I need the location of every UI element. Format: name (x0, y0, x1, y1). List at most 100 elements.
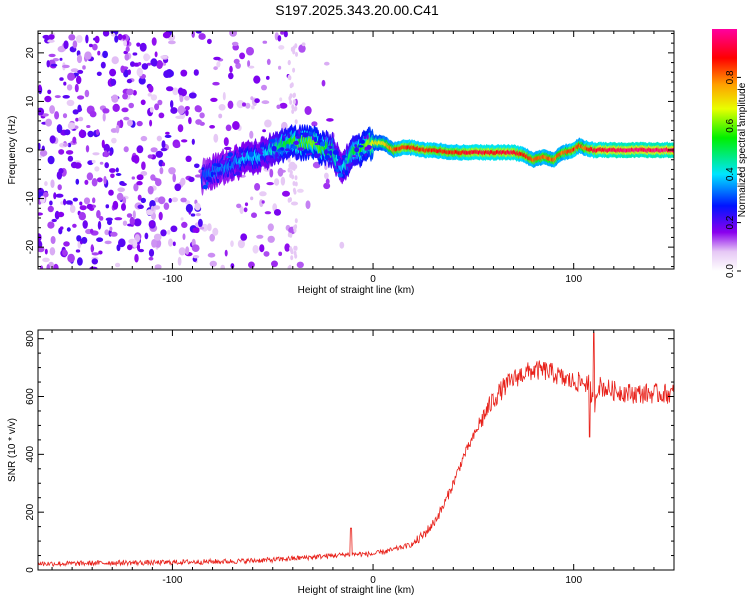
spectrogram-noise-cell (287, 265, 291, 269)
spectrogram-noise-cell (274, 178, 280, 186)
spectrogram-noise-cell (177, 105, 185, 115)
spectrogram-noise-cell (148, 85, 154, 93)
spectrogram-ridge-cell (354, 144, 358, 148)
spectrogram-noise-cell (44, 181, 48, 187)
spectrogram-noise-cell (125, 46, 130, 52)
spectrogram-noise-cell (256, 234, 264, 239)
spectrogram-noise-cell (42, 257, 50, 263)
spectrogram-noise-cell (82, 220, 88, 229)
spectrogram-noise-cell (263, 251, 270, 257)
spectrogram-noise-cell (154, 264, 162, 269)
spectrogram-noise-cell (237, 239, 245, 249)
spectrogram-noise-cell (151, 239, 157, 248)
spectrogram-ridge-cell (212, 172, 217, 175)
spectrogram-ridge-cell (340, 160, 343, 165)
spectrogram-noise-cell (209, 125, 216, 129)
spectrogram-noise-cell (123, 116, 130, 121)
spectrogram-noise-cell (246, 46, 254, 56)
spectrogram-noise-cell (239, 52, 246, 60)
snr-frame (37, 329, 675, 571)
spectrogram-noise-cell (276, 104, 281, 110)
spectrogram-noise-cell (132, 52, 138, 56)
spectrogram-noise-cell (122, 220, 128, 226)
spectrogram-noise-cell (57, 184, 62, 191)
spectrogram-noise-cell (131, 155, 138, 163)
spectrogram-noise-cell (115, 173, 122, 176)
spectrogram-noise-cell (252, 245, 259, 254)
spectrogram-noise-cell (247, 60, 251, 68)
spectrogram-noise-cell (141, 63, 149, 70)
spectrogram-noise-cell (298, 44, 306, 53)
spectrogram-noise-cell (122, 196, 127, 205)
spectrogram-ridge-cell (298, 128, 301, 135)
y-tick-label: 10 (25, 95, 36, 107)
spectrogram-noise-cell (65, 150, 74, 155)
spectrogram-ridge-cell (366, 134, 369, 140)
spectrogram-ridge-cell (312, 136, 314, 141)
spectrogram-noise-cell (79, 201, 83, 206)
spectrogram-noise-cell (82, 65, 86, 70)
spectrogram-noise-cell (55, 193, 64, 198)
spectrogram-noise-cell (70, 161, 78, 169)
spectrogram-noise-cell (76, 54, 83, 64)
spectrogram-noise-cell (121, 203, 126, 211)
spectrogram-noise-cell (185, 109, 189, 117)
spectrogram-noise-cell (126, 78, 132, 84)
spectrogram-noise-cell (53, 192, 57, 200)
colorbar: 0.0 0.2 0.4 0.6 0.8 Normalized spectral ampl… (712, 29, 748, 278)
spectrogram-noise-cell (77, 107, 83, 112)
spectrogram-ridge-cell (206, 181, 209, 186)
spectrogram-noise-cell (64, 129, 71, 136)
spectrogram-ridge-cell (323, 137, 326, 141)
spectrogram-noise-cell (326, 118, 334, 122)
spectrogram-noise-cell (49, 200, 53, 206)
spectrogram-noise-cell (110, 231, 118, 237)
spectrogram-ridge-cell (335, 168, 340, 173)
spectrogram-ridge-cell (341, 155, 347, 158)
spectrogram-noise-cell (168, 40, 176, 45)
spectrogram-ridge-cell (285, 148, 290, 151)
spectrogram-noise-cell (104, 229, 110, 236)
spectrogram-noise-cell (54, 95, 61, 99)
spectrogram-ridge-cell (238, 149, 243, 153)
spectrogram-noise-cell (56, 124, 63, 134)
spectrogram-noise-cell (288, 75, 292, 81)
spectrogram-noise-cell (277, 167, 284, 177)
spectrogram-noise-cell (62, 249, 68, 256)
spectrogram-noise-cell (254, 183, 261, 191)
spectrogram-noise-cell (248, 261, 255, 269)
spectrogram-noise-cell (80, 129, 84, 138)
spectrogram-noise-cell (62, 64, 70, 69)
spectrogram-noise-cell (227, 100, 234, 110)
spectrogram-noise-cell (321, 79, 326, 87)
snr-y-label: SNR (10 * v/v) (7, 418, 18, 482)
spectrogram-noise-cell (140, 135, 148, 142)
x-tick-label: 0 (370, 575, 376, 586)
spectrogram-noise-cell (140, 171, 148, 176)
spectrogram-noise-cell (136, 145, 144, 154)
spectrogram-noise-cell (38, 142, 41, 150)
spectrogram-noise-cell (209, 233, 215, 242)
spectrogram-noise-cell (86, 172, 94, 181)
spectrogram-noise-cell (149, 106, 154, 113)
spectrogram-noise-cell (147, 154, 153, 159)
colorbar-gradient (712, 29, 737, 271)
spectrogram-noise-cell (66, 99, 75, 107)
spectrogram-noise-cell (311, 121, 318, 127)
spectrogram-noise-cell (103, 175, 107, 185)
spectrogram-noise-cell (147, 185, 154, 195)
spectrogram-noise-cell (63, 241, 70, 247)
spectrogram-ridge-cell (305, 153, 309, 156)
spectrogram-ridge-cell (248, 151, 254, 157)
spectrogram-noise-cell (213, 133, 219, 143)
spectrogram-noise-cell (102, 112, 106, 122)
spectrogram-noise-cell (191, 138, 195, 145)
spectrogram-noise-cell (48, 53, 56, 58)
spectrogram-noise-cell (198, 218, 203, 228)
spectrogram-noise-cell (89, 266, 98, 269)
spectrogram-noise-cell (195, 31, 202, 34)
spectrogram-noise-cell (104, 162, 109, 169)
spectrogram-noise-cell (296, 261, 304, 268)
spectrogram-noise-cell (100, 61, 106, 69)
spectrogram-ridge-cell (293, 140, 299, 145)
